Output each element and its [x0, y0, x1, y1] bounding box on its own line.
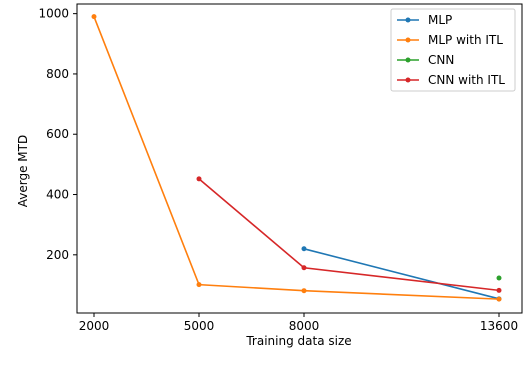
legend-box	[390, 8, 516, 92]
x-axis-ticks: 2000 5000 8000 13600	[79, 313, 518, 333]
y-tick-label: 800	[46, 67, 69, 81]
legend-marker	[405, 57, 411, 63]
series-point	[196, 176, 202, 182]
y-tick-label: 400	[46, 188, 69, 202]
legend-label: CNN	[428, 53, 454, 67]
series-point	[496, 296, 502, 302]
series-point	[496, 275, 502, 281]
legend: MLP MLP with ITL CNN CNN with ITL	[390, 8, 516, 92]
series-point	[301, 246, 307, 252]
y-tick-label: 1000	[38, 7, 69, 21]
legend-marker	[405, 37, 411, 43]
series-point	[91, 14, 97, 20]
plot-frame	[76, 3, 523, 314]
legend-marker	[405, 17, 411, 23]
plot-area: 2000 5000 8000 13600 200 400 600 800 1000	[38, 3, 523, 333]
legend-label: MLP	[428, 13, 452, 27]
series-point	[196, 282, 202, 288]
series-point	[301, 288, 307, 294]
series-line	[303, 248, 500, 300]
legend-marker	[405, 77, 411, 83]
series-line	[198, 178, 500, 292]
x-tick-label: 5000	[184, 319, 215, 333]
series-point	[301, 265, 307, 271]
legend-label: MLP with ITL	[428, 33, 503, 47]
y-tick-label: 600	[46, 127, 69, 141]
series-point	[496, 287, 502, 293]
y-axis-ticks: 200 400 600 800 1000	[38, 7, 77, 262]
y-tick-label: 200	[46, 248, 69, 262]
series-line	[93, 16, 500, 300]
x-tick-label: 8000	[289, 319, 320, 333]
x-tick-label: 2000	[79, 319, 110, 333]
y-axis-label: Averge MTD	[16, 135, 30, 207]
x-axis-label: Training data size	[245, 334, 351, 348]
legend-label: CNN with ITL	[428, 73, 505, 87]
series-layer	[91, 14, 502, 302]
legend-items: MLP MLP with ITL CNN CNN with ITL	[397, 13, 505, 87]
x-tick-label: 13600	[480, 319, 518, 333]
